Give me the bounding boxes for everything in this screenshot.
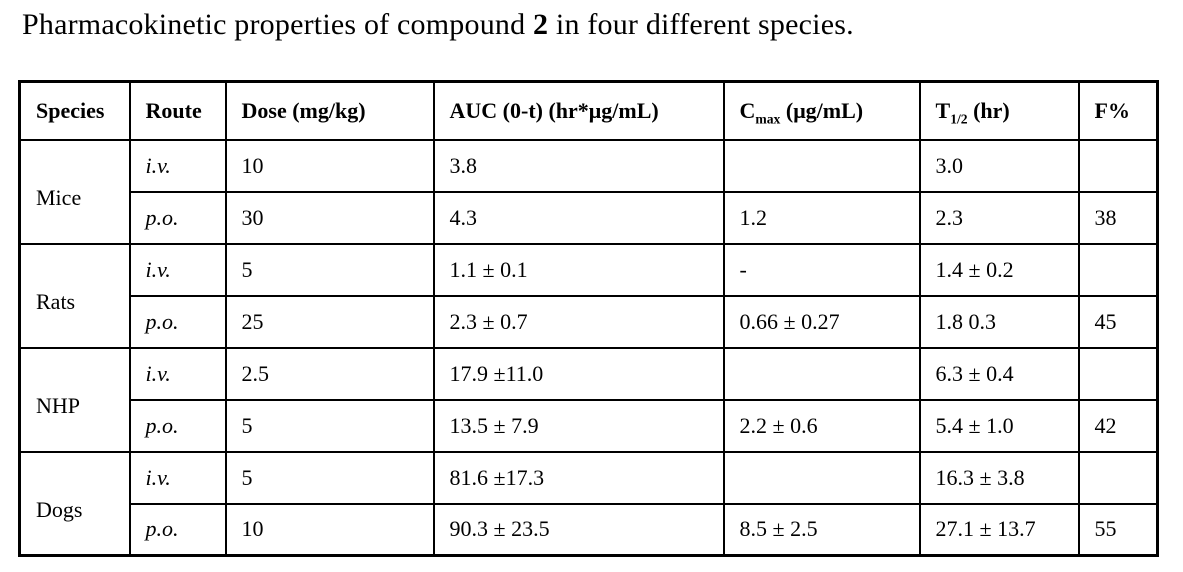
table-row-dogs-po: p.o. 10 90.3 ± 23.5 8.5 ± 2.5 27.1 ± 13.… xyxy=(20,502,1159,557)
table-row-rats-iv: Rats i.v. 5 1.1 ± 0.1 - 1.4 ± 0.2 xyxy=(18,242,1159,349)
auc-cell: 2.3 ± 0.7 xyxy=(432,294,725,349)
col-header-auc: AUC (0-t) (hr*μg/mL) xyxy=(432,80,725,141)
route-cell: i.v. xyxy=(128,346,227,401)
cmax-cell: 8.5 ± 2.5 xyxy=(722,502,921,557)
auc-cell: 81.6 ±17.3 xyxy=(432,450,725,505)
route-cell: p.o. xyxy=(128,502,227,557)
table-row-nhp-iv: NHP i.v. 2.5 17.9 ±11.0 6.3 ± 0.4 xyxy=(18,346,1159,453)
route-cell: i.v. xyxy=(128,242,227,297)
f-percent-cell: 38 xyxy=(1077,190,1159,245)
species-cell-rats: Rats xyxy=(18,242,131,349)
col-header-cmax: Cmax (μg/mL) xyxy=(722,80,921,141)
f-percent-cell xyxy=(1077,138,1159,193)
cmax-subscript: max xyxy=(755,111,781,127)
f-percent-cell: 42 xyxy=(1077,398,1159,453)
cmax-cell: - xyxy=(722,242,921,297)
route-cell: i.v. xyxy=(128,450,227,505)
cmax-cell: 0.66 ± 0.27 xyxy=(722,294,921,349)
route-cell: i.v. xyxy=(128,138,227,193)
dose-cell: 30 xyxy=(224,190,435,245)
caption-text-prefix: Pharmacokinetic properties of compound xyxy=(22,8,533,41)
species-cell-mice: Mice xyxy=(18,138,131,245)
caption-text-suffix: in four different species. xyxy=(548,8,854,41)
auc-cell: 1.1 ± 0.1 xyxy=(432,242,725,297)
species-cell-dogs: Dogs xyxy=(18,450,131,557)
col-header-f-percent: F% xyxy=(1077,80,1159,141)
dose-cell: 2.5 xyxy=(224,346,435,401)
f-percent-cell: 55 xyxy=(1077,502,1159,557)
dose-cell: 10 xyxy=(224,502,435,557)
header-row: Species Route Dose (mg/kg) AUC (0-t) (hr… xyxy=(18,80,1159,141)
dose-cell: 5 xyxy=(224,398,435,453)
table-caption: Pharmacokinetic properties of compound 2… xyxy=(22,8,854,42)
table-row-mice-po: p.o. 30 4.3 1.2 2.3 38 xyxy=(20,190,1159,245)
table-row-rats-po: p.o. 25 2.3 ± 0.7 0.66 ± 0.27 1.8 0.3 45 xyxy=(20,294,1159,349)
dose-cell: 5 xyxy=(224,450,435,505)
f-percent-cell xyxy=(1077,346,1159,401)
route-cell: p.o. xyxy=(128,190,227,245)
table-row-nhp-po: p.o. 5 13.5 ± 7.9 2.2 ± 0.6 5.4 ± 1.0 42 xyxy=(20,398,1159,453)
auc-cell: 4.3 xyxy=(432,190,725,245)
col-header-route: Route xyxy=(128,80,227,141)
thalf-cell: 16.3 ± 3.8 xyxy=(918,450,1080,505)
col-header-thalf: T1/2 (hr) xyxy=(918,80,1080,141)
cmax-cell: 2.2 ± 0.6 xyxy=(722,398,921,453)
thalf-cell: 6.3 ± 0.4 xyxy=(918,346,1080,401)
cmax-cell xyxy=(722,450,921,505)
thalf-cell: 27.1 ± 13.7 xyxy=(918,502,1080,557)
cmax-units: (μg/mL) xyxy=(780,97,864,123)
auc-cell: 90.3 ± 23.5 xyxy=(432,502,725,557)
dose-cell: 25 xyxy=(224,294,435,349)
thalf-cell: 1.4 ± 0.2 xyxy=(918,242,1080,297)
cmax-cell xyxy=(722,346,921,401)
f-percent-cell: 45 xyxy=(1077,294,1159,349)
thalf-cell: 2.3 xyxy=(918,190,1080,245)
thalf-subscript: 1/2 xyxy=(950,111,968,127)
table-row-mice-iv: Mice i.v. 10 3.8 3.0 xyxy=(18,138,1159,245)
table-row-dogs-iv: Dogs i.v. 5 81.6 ±17.3 16.3 ± 3.8 xyxy=(18,450,1159,557)
thalf-symbol: T xyxy=(935,97,951,123)
dose-cell: 10 xyxy=(224,138,435,193)
cmax-cell xyxy=(722,138,921,193)
cmax-cell: 1.2 xyxy=(722,190,921,245)
col-header-species: Species xyxy=(18,80,131,141)
cmax-symbol: C xyxy=(739,97,756,123)
auc-cell: 3.8 xyxy=(432,138,725,193)
auc-cell: 17.9 ±11.0 xyxy=(432,346,725,401)
route-cell: p.o. xyxy=(128,398,227,453)
f-percent-cell xyxy=(1077,242,1159,297)
species-cell-nhp: NHP xyxy=(18,346,131,453)
auc-cell: 13.5 ± 7.9 xyxy=(432,398,725,453)
thalf-units: (hr) xyxy=(967,97,1010,123)
compound-number: 2 xyxy=(533,8,549,41)
col-header-dose: Dose (mg/kg) xyxy=(224,80,435,141)
thalf-cell: 1.8 0.3 xyxy=(918,294,1080,349)
route-cell: p.o. xyxy=(128,294,227,349)
thalf-cell: 3.0 xyxy=(918,138,1080,193)
f-percent-cell xyxy=(1077,450,1159,505)
thalf-cell: 5.4 ± 1.0 xyxy=(918,398,1080,453)
dose-cell: 5 xyxy=(224,242,435,297)
pharmacokinetics-table: Species Route Dose (mg/kg) AUC (0-t) (hr… xyxy=(18,80,1159,557)
